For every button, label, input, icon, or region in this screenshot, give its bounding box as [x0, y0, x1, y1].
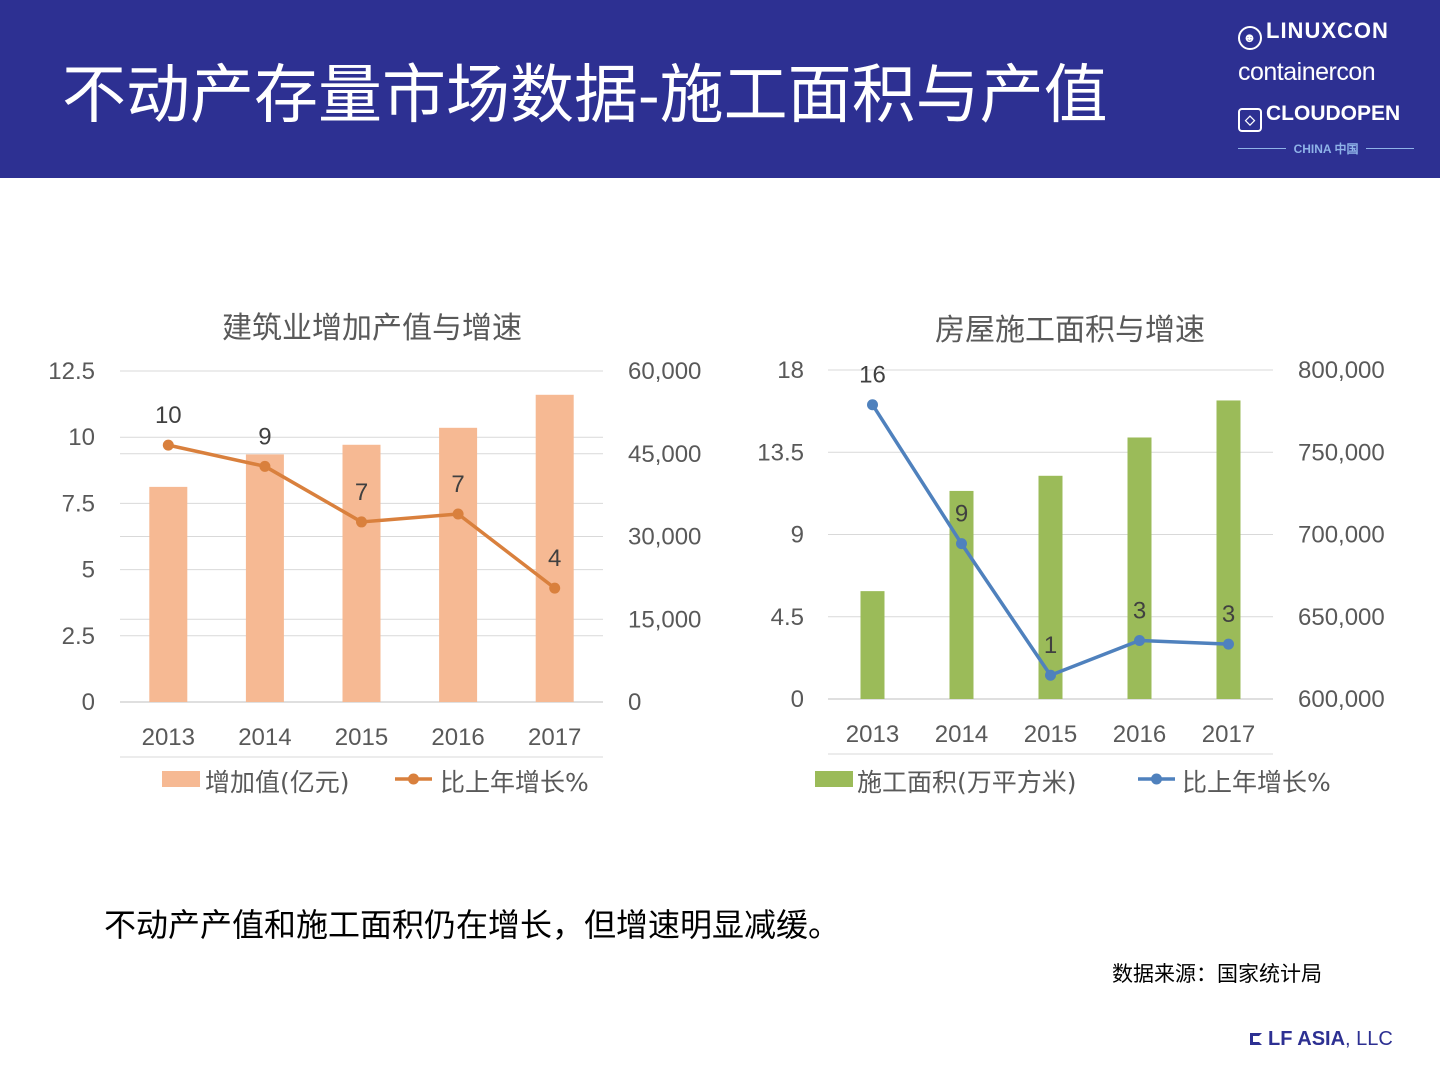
- lf-asia-suffix: , LLC: [1345, 1028, 1393, 1050]
- y-left-tick-label: 4.5: [771, 604, 804, 631]
- data-label: 16: [859, 362, 886, 389]
- line-point: [956, 538, 967, 550]
- y-left-tick-label: 13.5: [757, 439, 804, 466]
- legend-swatch-marker: [1151, 773, 1162, 785]
- data-label: 1: [1044, 632, 1057, 659]
- line-point: [1223, 638, 1234, 650]
- bar: [860, 591, 885, 699]
- legend-label: 施工面积(万平方米): [857, 768, 1077, 797]
- divider-rule: [1366, 148, 1415, 149]
- cloud-hex-icon: ◇: [1238, 108, 1262, 132]
- y-left-tick-label: 18: [777, 357, 804, 384]
- y-right-tick-label: 650,000: [1298, 604, 1385, 631]
- line-point: [867, 399, 878, 411]
- penguin-icon: ☻: [1238, 26, 1262, 50]
- x-tick-label: 2013: [142, 724, 195, 751]
- x-tick-label: 2013: [846, 721, 899, 748]
- x-tick-label: 2015: [335, 724, 388, 751]
- y-right-tick-label: 15,000: [628, 606, 701, 633]
- linuxcon-text: LINUXCON: [1266, 18, 1389, 43]
- china-text: CHINA 中国: [1293, 142, 1359, 156]
- bar: [1216, 400, 1241, 699]
- line-point: [259, 460, 271, 472]
- y-right-tick-label: 700,000: [1298, 522, 1385, 549]
- line-point: [452, 508, 464, 520]
- legend-swatch-marker: [408, 773, 419, 785]
- data-label: 7: [451, 471, 464, 498]
- y-right-tick-label: 800,000: [1298, 357, 1385, 384]
- caption-text: 不动产产值和施工面积仍在增长，但增速明显减缓。: [104, 906, 841, 944]
- data-label: 3: [1222, 601, 1235, 628]
- bar: [949, 490, 974, 699]
- y-right-tick-label: 0: [628, 689, 641, 716]
- legend-label: 增加值(亿元): [205, 768, 350, 797]
- y-left-tick-label: 10: [68, 424, 95, 451]
- data-label: 4: [548, 545, 561, 572]
- line-point: [549, 582, 561, 594]
- page-title: 不动产存量市场数据-施工面积与产值: [62, 59, 1108, 133]
- data-label: 7: [355, 479, 368, 506]
- bar: [342, 444, 381, 702]
- legend-swatch-bar: [162, 771, 200, 787]
- lf-square-icon: [1250, 1033, 1262, 1045]
- y-right-tick-label: 30,000: [628, 524, 701, 551]
- x-tick-label: 2017: [1202, 721, 1255, 748]
- x-tick-label: 2016: [1113, 721, 1166, 748]
- data-label: 3: [1133, 598, 1146, 625]
- x-tick-label: 2015: [1024, 721, 1077, 748]
- legend-swatch-bar: [815, 771, 853, 787]
- cloudopen-text: CLOUDOPEN: [1266, 102, 1401, 125]
- cloudopen-logo: ◇ CLOUDOPEN: [1238, 102, 1414, 132]
- containercon-logo: containercon: [1238, 58, 1376, 86]
- y-right-tick-label: 45,000: [628, 441, 701, 468]
- chart-title: 建筑业增加产值与增速: [222, 311, 522, 346]
- line-point: [1134, 635, 1145, 647]
- data-label: 9: [258, 423, 271, 450]
- y-left-tick-label: 2.5: [62, 623, 95, 650]
- linuxcon-logo: ☻ LINUXCON: [1238, 18, 1414, 50]
- bar: [439, 427, 478, 702]
- line-point: [1045, 669, 1056, 681]
- y-right-tick-label: 750,000: [1298, 439, 1385, 466]
- data-label: 10: [155, 402, 182, 429]
- y-left-tick-label: 0: [82, 689, 95, 716]
- china-logo: CHINA 中国: [1238, 140, 1415, 157]
- y-left-tick-label: 5: [82, 557, 95, 584]
- line-point: [162, 439, 174, 451]
- y-left-tick-label: 7.5: [62, 490, 95, 517]
- bar: [149, 486, 188, 702]
- data-label: 9: [955, 501, 968, 528]
- legend-label: 比上年增长%: [1182, 768, 1331, 797]
- y-left-tick-label: 0: [791, 686, 804, 713]
- y-right-tick-label: 600,000: [1298, 686, 1385, 713]
- x-tick-label: 2014: [935, 721, 988, 748]
- data-source-text: 数据来源：国家统计局: [1112, 962, 1322, 986]
- header-banner: 不动产存量市场数据-施工面积与产值 ☻ LINUXCON containercon…: [0, 0, 1440, 178]
- bar: [535, 394, 574, 702]
- lf-asia-logo: LF ASIA, LLC: [1250, 1028, 1393, 1051]
- legend-label: 比上年增长%: [440, 768, 589, 797]
- event-logos: ☻ LINUXCON containercon ◇ CLOUDOPEN CHINA …: [1238, 16, 1415, 166]
- y-left-tick-label: 12.5: [48, 358, 95, 385]
- x-tick-label: 2017: [528, 724, 581, 751]
- bar: [1127, 437, 1152, 699]
- line-point: [356, 516, 367, 528]
- lf-asia-brand: LF ASIA: [1268, 1028, 1346, 1050]
- divider-rule: [1238, 148, 1286, 149]
- bar: [245, 454, 284, 702]
- x-tick-label: 2016: [431, 724, 484, 751]
- y-right-tick-label: 60,000: [628, 358, 701, 385]
- y-left-tick-label: 9: [791, 522, 804, 549]
- chart-title: 房屋施工面积与增速: [935, 313, 1205, 348]
- x-tick-label: 2014: [238, 724, 291, 751]
